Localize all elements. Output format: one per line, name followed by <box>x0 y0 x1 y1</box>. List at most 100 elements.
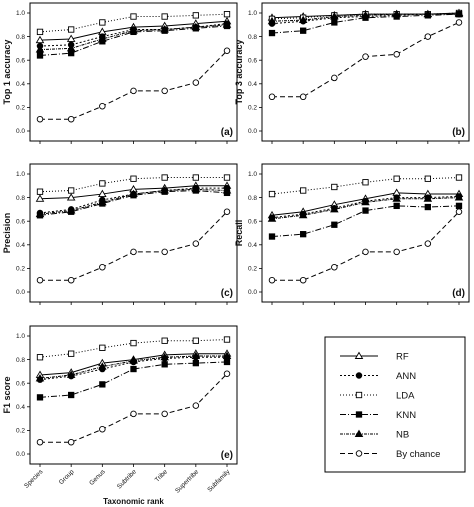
data-point <box>330 12 339 20</box>
y-axis-label: F1 score <box>2 376 12 413</box>
data-point <box>392 9 401 18</box>
data-point <box>98 189 107 198</box>
y-tick-label: 0.4 <box>16 404 25 411</box>
series-knn <box>268 202 463 240</box>
legend-box: RF ANN LDA KNN NB By chance <box>324 336 466 473</box>
x-tick-label: Tribe <box>154 468 170 484</box>
data-point <box>362 207 369 214</box>
legend-item: ANN <box>340 371 416 382</box>
data-point <box>331 19 338 26</box>
data-point <box>66 44 76 52</box>
data-point <box>331 263 338 271</box>
data-point <box>223 11 231 18</box>
data-point <box>454 9 464 18</box>
legend-item: NB <box>340 430 409 441</box>
legend-label: ANN <box>396 371 416 382</box>
panel-label: (a) <box>221 127 233 138</box>
data-point <box>160 186 169 194</box>
data-point <box>267 16 277 25</box>
series-nb <box>35 351 232 382</box>
data-point <box>35 374 45 382</box>
data-point <box>130 410 137 418</box>
y-tick-label: 0.4 <box>16 81 25 88</box>
data-point <box>192 359 199 367</box>
data-point <box>331 183 338 191</box>
series-line <box>40 50 228 120</box>
data-point <box>98 362 107 370</box>
series-by-chance <box>36 47 231 123</box>
data-point <box>223 358 231 366</box>
data-point <box>66 34 76 42</box>
data-point <box>130 248 137 256</box>
panel-a: 0.0 0.2 0.4 0.6 0.8 1.0 Top 1 accuracy (a) <box>2 2 238 144</box>
y-tick-label: 0.0 <box>16 289 25 296</box>
x-tick-label: Genus <box>88 468 107 487</box>
y-axis-label: Top 1 accuracy <box>2 40 12 105</box>
legend-item: RF <box>340 352 409 363</box>
series-nb <box>267 193 464 222</box>
panel-b: 0.0 0.2 0.4 0.6 0.8 1.0 Top 3 accuracy (b) <box>234 2 470 144</box>
data-point <box>99 381 106 388</box>
y-tick-label: 0.6 <box>248 218 257 225</box>
panel-label: (b) <box>452 127 465 138</box>
data-point <box>36 52 44 59</box>
data-point <box>99 344 106 351</box>
data-point <box>300 187 307 194</box>
data-point <box>223 208 231 216</box>
data-point <box>67 438 75 446</box>
series-line <box>40 211 228 281</box>
panel-c: 0.0 0.2 0.4 0.6 0.8 1.0 Precision (c) <box>2 163 238 305</box>
data-point <box>130 13 137 20</box>
series-lda <box>268 174 463 198</box>
data-point <box>455 19 463 26</box>
data-point <box>424 240 432 247</box>
y-tick-label: 0.8 <box>248 34 257 41</box>
data-point <box>223 336 231 343</box>
data-point <box>268 276 276 284</box>
data-point <box>191 351 201 360</box>
data-point <box>36 115 44 123</box>
data-point <box>98 197 107 206</box>
data-point <box>222 20 232 28</box>
series-lda <box>36 11 231 36</box>
y-tick-label: 0.8 <box>16 195 25 202</box>
data-point <box>424 175 431 182</box>
data-point <box>36 354 44 361</box>
y-tick-label: 0.2 <box>248 105 257 112</box>
data-point <box>222 351 232 360</box>
legend-marker <box>355 411 363 418</box>
data-point <box>192 12 199 19</box>
legend-item: LDA <box>340 391 415 402</box>
legend-label: By chance <box>396 449 440 460</box>
data-point <box>423 194 433 202</box>
data-point <box>268 29 276 37</box>
series-by-chance <box>36 370 231 446</box>
data-point <box>130 339 137 347</box>
data-point <box>160 25 169 33</box>
legend-frame <box>324 336 466 473</box>
data-point <box>330 205 339 213</box>
panel-label: (e) <box>221 450 233 461</box>
legend-item: KNN <box>340 410 416 421</box>
x-tick-label: Subtribe <box>116 468 138 490</box>
series-by-chance <box>268 208 463 284</box>
data-point <box>36 276 44 284</box>
data-point <box>99 180 106 187</box>
data-point <box>161 337 168 344</box>
data-point <box>393 248 400 256</box>
data-point <box>161 87 168 95</box>
data-point <box>67 115 75 123</box>
data-point <box>361 197 370 206</box>
data-point <box>161 174 168 181</box>
data-point <box>68 391 75 399</box>
data-point <box>331 74 338 82</box>
y-tick-label: 0.8 <box>248 195 257 202</box>
y-tick-label: 1.0 <box>16 10 25 17</box>
y-tick-label: 0.2 <box>16 266 25 273</box>
data-point <box>192 240 200 247</box>
y-tick-label: 0.2 <box>16 428 25 435</box>
y-tick-label: 0.8 <box>16 357 25 364</box>
data-point <box>68 187 75 194</box>
y-axis-label: Top 3 accuracy <box>234 40 244 105</box>
